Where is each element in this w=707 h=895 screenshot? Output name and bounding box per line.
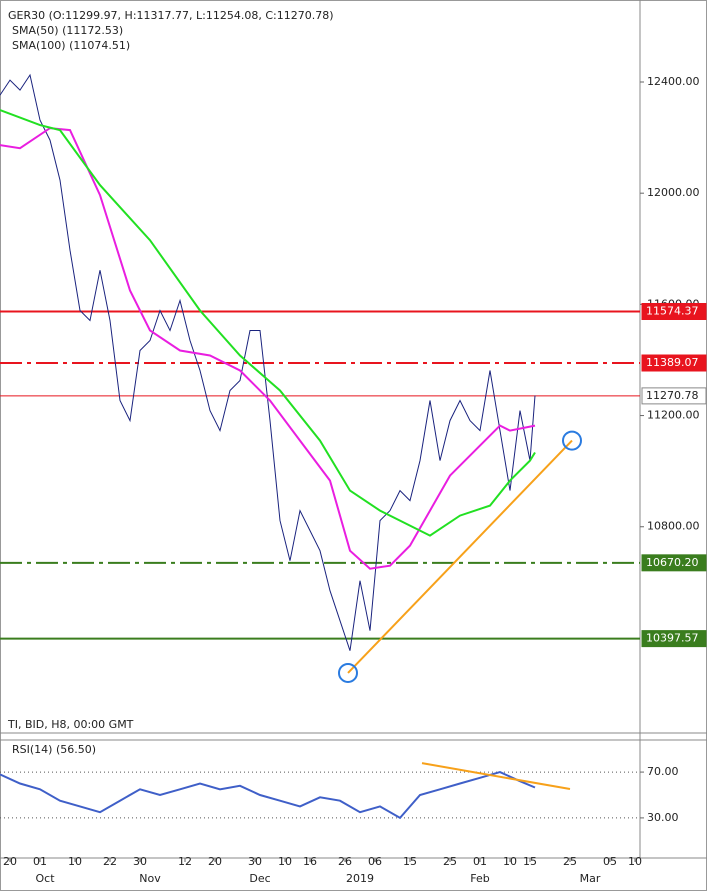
trendline xyxy=(421,762,571,791)
trendline-anchor xyxy=(338,662,358,683)
trendline-anchor xyxy=(562,430,582,451)
sma100-legend: SMA(100) (11074.51) xyxy=(12,39,130,52)
month-label: Mar xyxy=(580,872,601,885)
level-tag xyxy=(641,354,707,372)
y-tick-label: 12400.00 xyxy=(647,75,700,88)
x-tick-label: 10 xyxy=(503,855,517,868)
y-tick-label: 70.00 xyxy=(647,765,679,778)
x-tick-label: 01 xyxy=(33,855,47,868)
x-tick-label: 12 xyxy=(178,855,192,868)
timeframe-label: TI, BID, H8, 00:00 GMT xyxy=(7,718,134,731)
level-tag xyxy=(641,554,707,572)
x-tick-label: 22 xyxy=(103,855,117,868)
x-tick-label: 26 xyxy=(338,855,352,868)
indicator-line xyxy=(0,109,536,537)
x-tick-label: 15 xyxy=(523,855,537,868)
indicator-line xyxy=(0,127,536,570)
rsi-title: RSI(14) (56.50) xyxy=(12,743,96,756)
level-tag-label: 10670.20 xyxy=(646,556,699,569)
y-tick-label: 12000.00 xyxy=(647,186,700,199)
x-tick-label: 25 xyxy=(443,855,457,868)
x-tick-label: 30 xyxy=(133,855,147,868)
instrument-title: GER30 (O:11299.97, H:11317.77, L:11254.0… xyxy=(8,9,334,22)
level-tag-label: 10397.57 xyxy=(646,632,699,645)
x-tick-label: 01 xyxy=(473,855,487,868)
y-tick-label: 30.00 xyxy=(647,811,679,824)
x-tick-label: 10 xyxy=(628,855,642,868)
x-tick-label: 25 xyxy=(563,855,577,868)
sma50-legend: SMA(50) (11172.53) xyxy=(12,24,123,37)
month-label: Oct xyxy=(35,872,55,885)
level-tag-label: 11389.07 xyxy=(646,356,699,369)
level-tag-label: 11270.78 xyxy=(646,389,699,402)
price-line xyxy=(0,73,536,651)
indicator-line xyxy=(0,771,536,820)
x-tick-label: 05 xyxy=(603,855,617,868)
month-label: 2019 xyxy=(346,872,374,885)
level-tag xyxy=(641,630,707,648)
month-label: Feb xyxy=(470,872,489,885)
x-tick-label: 16 xyxy=(303,855,317,868)
x-tick-label: 06 xyxy=(368,855,382,868)
trendline xyxy=(347,439,573,674)
x-tick-label: 10 xyxy=(278,855,292,868)
x-tick-label: 15 xyxy=(403,855,417,868)
month-label: Nov xyxy=(139,872,161,885)
month-label: Dec xyxy=(249,872,270,885)
x-tick-label: 20 xyxy=(208,855,222,868)
level-tag-label: 11574.37 xyxy=(646,304,699,317)
level-tag xyxy=(641,387,707,405)
x-tick-label: 10 xyxy=(68,855,82,868)
x-tick-label: 20 xyxy=(3,855,17,868)
y-tick-label: 11200.00 xyxy=(647,409,700,422)
level-tag xyxy=(641,302,707,320)
x-tick-label: 30 xyxy=(248,855,262,868)
y-tick-label: 10800.00 xyxy=(647,520,700,533)
